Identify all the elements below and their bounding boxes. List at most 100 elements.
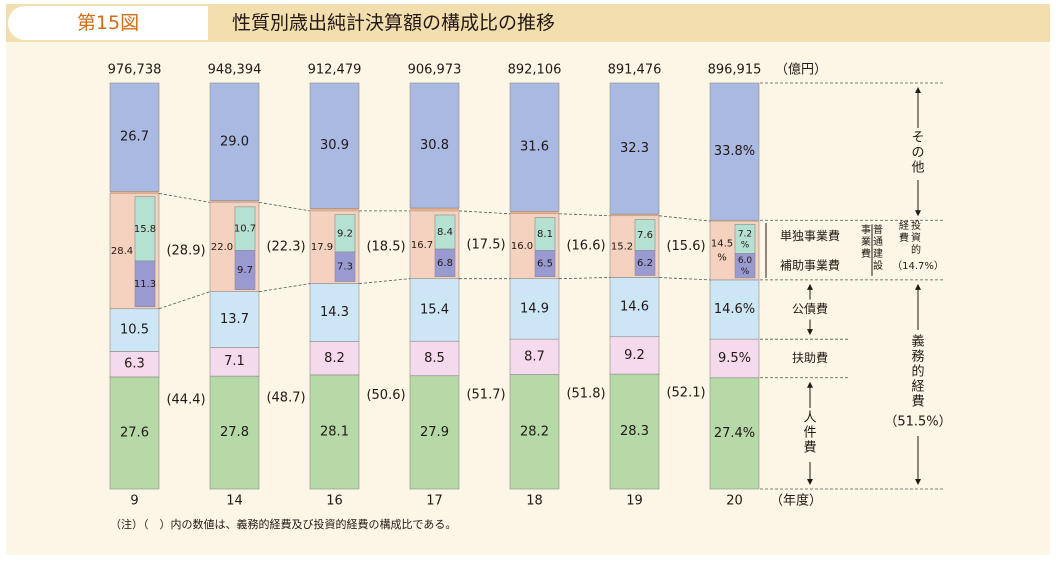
legend-label-construction-b-char: 普 — [873, 223, 883, 236]
data-label-assistance: 8.2 — [324, 351, 345, 366]
data-label-personnel: 28.1 — [320, 424, 349, 439]
data-label-assistance: 6.3 — [124, 357, 145, 372]
data-label-other: 33.8% — [714, 144, 755, 159]
legend-label-other: その他 — [911, 131, 924, 176]
x-tick-label: 17 — [426, 494, 443, 509]
legend-label-subsidized: 補助事業費 — [780, 257, 840, 272]
sub-bar-subsidized — [334, 251, 356, 282]
bar-total-label: 912,479 — [308, 63, 362, 78]
data-label-debt: 14.6% — [714, 302, 755, 317]
legend-label-investment-b-char: 投 — [911, 219, 921, 232]
connector-line — [558, 277, 611, 280]
bar-segment-debt — [409, 278, 460, 342]
bar-total-label: 976,738 — [108, 63, 162, 78]
mandatory-share-label: (50.6) — [366, 388, 405, 403]
legend-label-investment-a: 経費 — [899, 219, 909, 244]
connector-line — [658, 215, 711, 222]
data-label-own-project: 8.1 — [537, 229, 553, 240]
x-tick-label: 18 — [526, 494, 543, 509]
bar-segment-personnel — [109, 376, 160, 490]
data-label-subsidized: 6.5 — [537, 258, 553, 269]
mandatory-share-label: (51.7) — [466, 388, 505, 403]
legend-label-investment-b-char: 的 — [911, 243, 921, 256]
bar-segment-personnel — [209, 375, 260, 490]
figure-number-badge: 第15図 — [8, 6, 208, 40]
bar-segment-other — [209, 82, 260, 202]
legend-label-construction-a-char: 業 — [861, 235, 871, 248]
data-label-debt: 13.7 — [220, 312, 249, 327]
legend-label-mandatory-char: 務 — [911, 350, 924, 365]
bar-segment-other — [709, 82, 760, 221]
data-label-own-project: 7.2 — [738, 229, 752, 239]
data-label-subsidized: 7.3 — [337, 262, 353, 273]
legend-label-investment-b: 投資的 — [911, 219, 921, 256]
x-tick-label: 20 — [726, 494, 743, 509]
data-label-other: 32.3 — [620, 141, 649, 156]
investment-share-label: (16.6) — [566, 239, 605, 254]
mandatory-share-label: (52.1) — [666, 385, 705, 400]
mandatory-share-label: (44.4) — [166, 393, 205, 408]
data-label-other: 26.7 — [120, 130, 149, 145]
data-label-assistance: 8.5 — [424, 351, 445, 366]
bar-segment-assistance — [309, 341, 360, 376]
bar-segment-debt — [609, 277, 660, 338]
bar-segment-misc — [510, 211, 559, 214]
legend-label-debt: 公債費 — [792, 301, 828, 316]
data-label-subsidized: 6.8 — [437, 258, 453, 269]
bar-segment-other — [109, 82, 160, 192]
legend-label-other-char: そ — [911, 131, 924, 146]
other-arrow-head — [915, 87, 921, 93]
data-label-debt: 14.9 — [520, 301, 549, 316]
mandatory-arrow-head — [915, 283, 921, 290]
data-label-construction: 17.9 — [311, 242, 333, 253]
bar-segment-misc — [310, 208, 359, 211]
mandatory-share-label: (51.8) — [566, 387, 605, 402]
bar-segment-misc — [710, 220, 759, 222]
data-label-construction: 28.4 — [111, 246, 133, 257]
sub-bar-subsidized — [134, 260, 156, 308]
data-label-assistance: 9.2 — [624, 348, 645, 363]
data-label-own-project: 10.7 — [234, 224, 256, 235]
sub-bar-subsidized — [534, 250, 556, 277]
legend-label-construction-b-char: 設 — [873, 259, 883, 272]
data-label-construction: 15.2 — [611, 242, 633, 253]
x-tick-label: 19 — [626, 494, 643, 509]
legend-label-mandatory-char: 義 — [911, 334, 924, 350]
data-label-own-project: 15.8 — [134, 224, 156, 235]
bar-segment-debt — [509, 278, 560, 340]
legend-label-personnel: 人件費 — [803, 411, 816, 456]
figure-header: 第15図 性質別歳出純計決算額の構成比の推移 — [6, 4, 1050, 42]
investment-share-label: (17.5) — [466, 237, 505, 252]
bar-segment-misc — [410, 208, 459, 211]
legend-label-own-project: 単独事業費 — [780, 228, 840, 243]
legend-label-personnel-char: 件 — [803, 426, 816, 441]
personnel-arrow-head — [807, 381, 813, 388]
bar-segment-personnel — [309, 374, 360, 490]
bar-segment-personnel — [609, 373, 660, 490]
connector-line — [258, 201, 311, 212]
legend-label-mandatory-char: 的 — [911, 364, 924, 380]
legend-label-construction-a-char: 事 — [861, 223, 871, 236]
data-label-construction: 14.5 — [711, 238, 733, 249]
connector-line — [658, 277, 711, 281]
data-label-own-project: 9.2 — [337, 228, 353, 239]
investment-share-label: (22.3) — [266, 240, 305, 255]
bar-segment-debt — [309, 283, 360, 342]
data-label-subsidized: 11.3 — [134, 279, 156, 290]
legend-label-mandatory-pct: （51.5%） — [884, 415, 951, 430]
data-label-debt: 14.6 — [620, 300, 649, 315]
data-label-personnel: 27.4% — [714, 426, 755, 441]
x-tick-label: 14 — [226, 494, 243, 509]
data-label-subsidized: 9.7 — [237, 265, 253, 276]
bar-segment-other — [609, 82, 660, 215]
mandatory-share-label: (48.7) — [266, 391, 305, 406]
data-label-other: 29.0 — [220, 134, 249, 149]
bar-segment-misc — [110, 191, 159, 194]
footnote: （注）（ ）内の数値は、義務的経費及び投資的経費の構成比である。 — [110, 517, 456, 531]
legend-label-construction-a: 事業費 — [861, 223, 871, 260]
data-label-debt: 10.5 — [120, 323, 149, 338]
figure-title: 性質別歳出純計決算額の構成比の推移 — [232, 12, 556, 34]
legend-label-investment-a-char: 費 — [899, 231, 909, 244]
